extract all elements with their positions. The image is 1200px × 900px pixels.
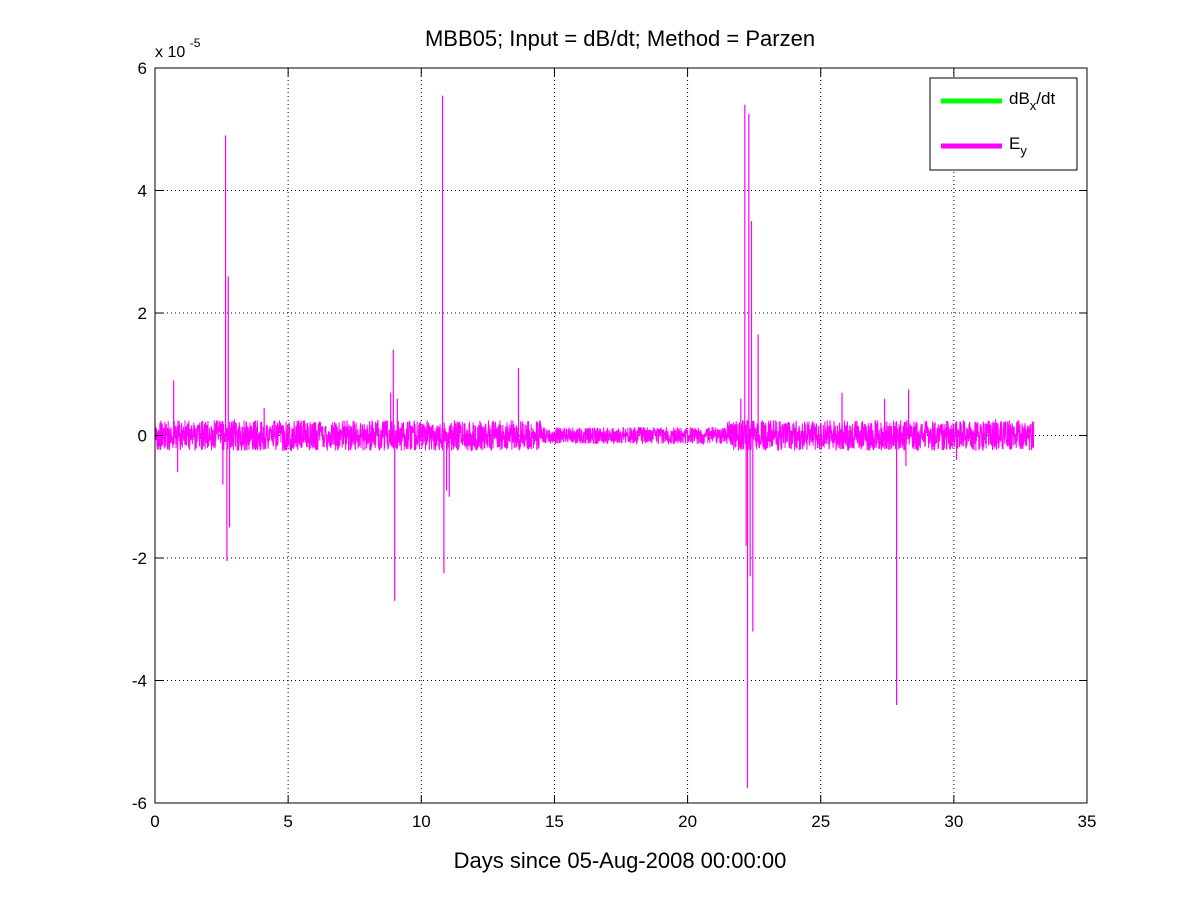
y-tick-label: 4	[138, 182, 147, 201]
legend-label-ey: Ey	[1009, 134, 1027, 158]
legend-dbx-sub: x	[1030, 98, 1037, 113]
y-tick-label: 0	[138, 427, 147, 446]
x-tick-label: 0	[150, 812, 159, 831]
y-multiplier-base: x 10	[155, 44, 185, 61]
legend-ey-sub: y	[1020, 143, 1027, 158]
y-tick-label: -2	[132, 549, 147, 568]
chart-title: MBB05; Input = dB/dt; Method = Parzen	[425, 26, 815, 51]
x-tick-label: 25	[811, 812, 830, 831]
legend-label-dbx-dt: dBx/dt	[1009, 89, 1055, 113]
legend: dBx/dt Ey	[929, 77, 1078, 171]
y-tick-label: -6	[132, 794, 147, 813]
series-layer	[155, 95, 1035, 788]
y-multiplier-exponent: -5	[190, 36, 201, 50]
y-multiplier-label: x 10 -5	[155, 36, 201, 61]
legend-box	[929, 77, 1078, 171]
legend-ey-main: E	[1009, 134, 1020, 153]
series-ey-noise-trace	[155, 418, 1035, 452]
y-tick-label: 6	[138, 59, 147, 78]
x-axis-label: Days since 05-Aug-2008 00:00:00	[454, 848, 787, 873]
legend-dbx-tail: /dt	[1036, 89, 1055, 108]
x-tick-label: 5	[283, 812, 292, 831]
x-tick-label: 35	[1078, 812, 1097, 831]
y-tick-label: -4	[132, 672, 147, 691]
x-tick-label: 15	[545, 812, 564, 831]
legend-dbx-main: dB	[1009, 89, 1030, 108]
x-tick-label: 10	[412, 812, 431, 831]
x-tick-label: 20	[678, 812, 697, 831]
x-tick-label: 30	[944, 812, 963, 831]
y-tick-label: 2	[138, 304, 147, 323]
